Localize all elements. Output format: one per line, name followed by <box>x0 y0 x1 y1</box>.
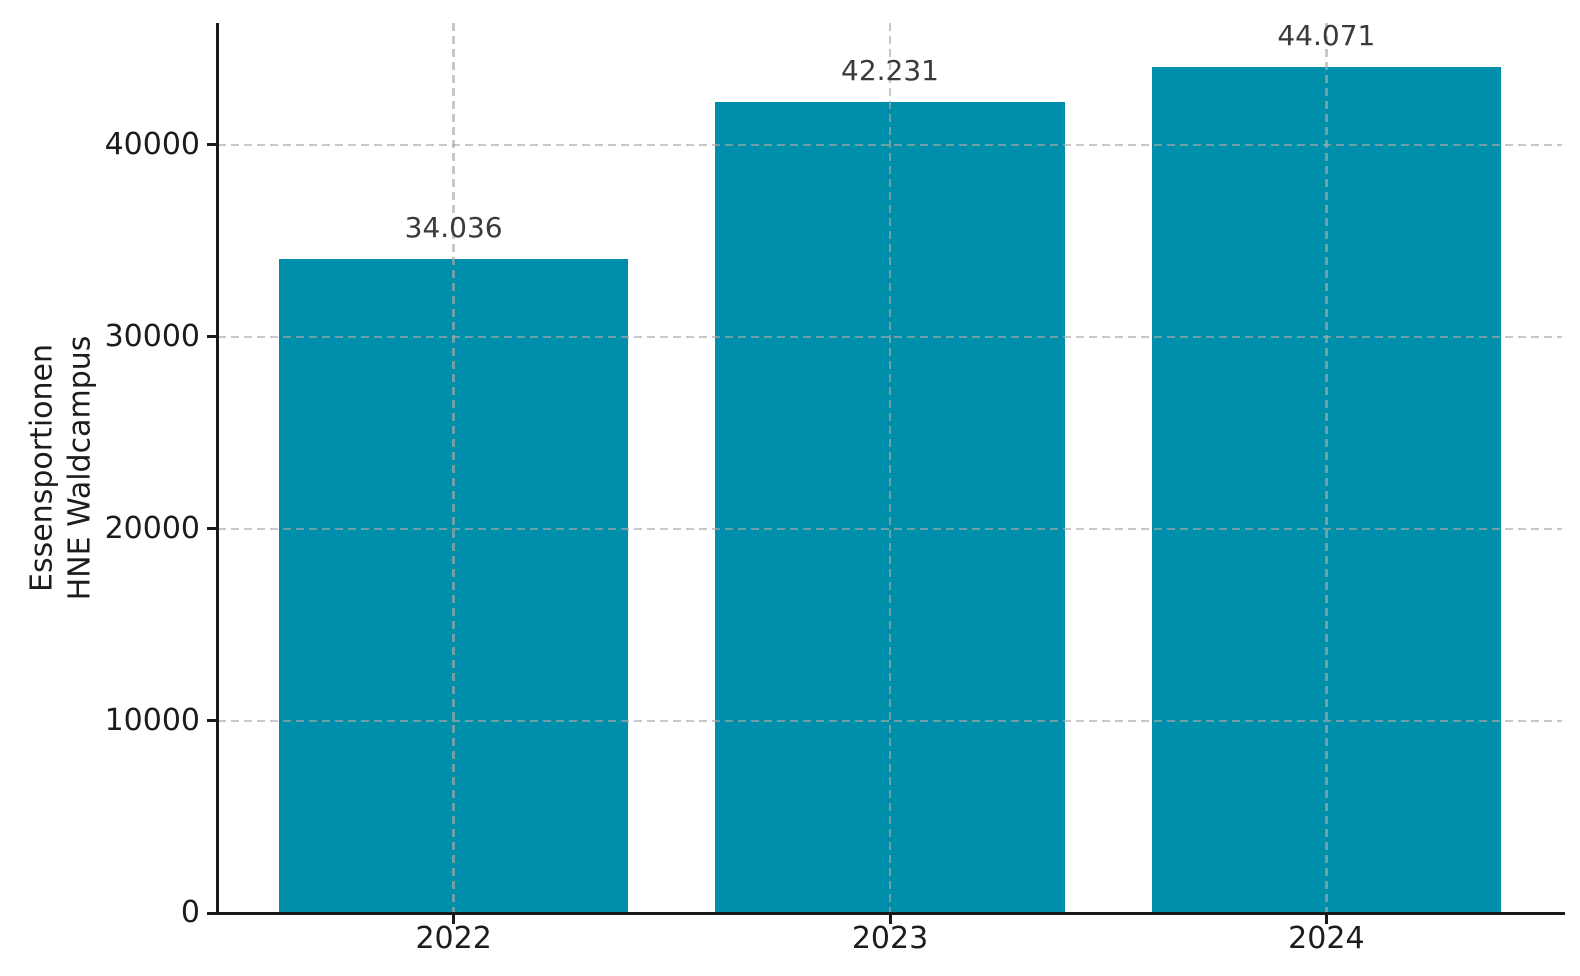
bar-2022 <box>279 259 629 913</box>
x-tick-label: 2023 <box>851 921 929 956</box>
x-tick-mark <box>888 914 892 924</box>
y-tick-label: 10000 <box>104 702 200 738</box>
bar-value-label: 42.231 <box>841 54 939 88</box>
y-tick-mark <box>207 719 216 723</box>
y-tick-label: 0 <box>180 894 200 930</box>
y-axis-label: Essensportionen HNE Waldcampus <box>24 335 98 601</box>
x-tick-label: 2024 <box>1288 921 1365 956</box>
bar-value-label: 34.036 <box>404 211 503 245</box>
bar-2024 <box>1151 66 1501 913</box>
bar-value-label: 44.071 <box>1277 18 1376 52</box>
y-tick-label: 30000 <box>104 318 200 354</box>
y-tick-mark <box>207 911 216 915</box>
bar-2023 <box>715 102 1065 913</box>
y-tick-label: 40000 <box>104 126 200 162</box>
x-tick-label: 2022 <box>415 921 492 956</box>
x-axis-spine <box>215 911 1565 915</box>
y-tick-label: 20000 <box>104 510 200 546</box>
x-tick-mark <box>1324 914 1328 924</box>
x-tick-mark <box>452 914 456 924</box>
y-tick-mark <box>207 335 216 339</box>
y-tick-mark <box>207 527 216 531</box>
y-tick-mark <box>207 143 216 147</box>
y-axis-spine <box>215 23 219 914</box>
